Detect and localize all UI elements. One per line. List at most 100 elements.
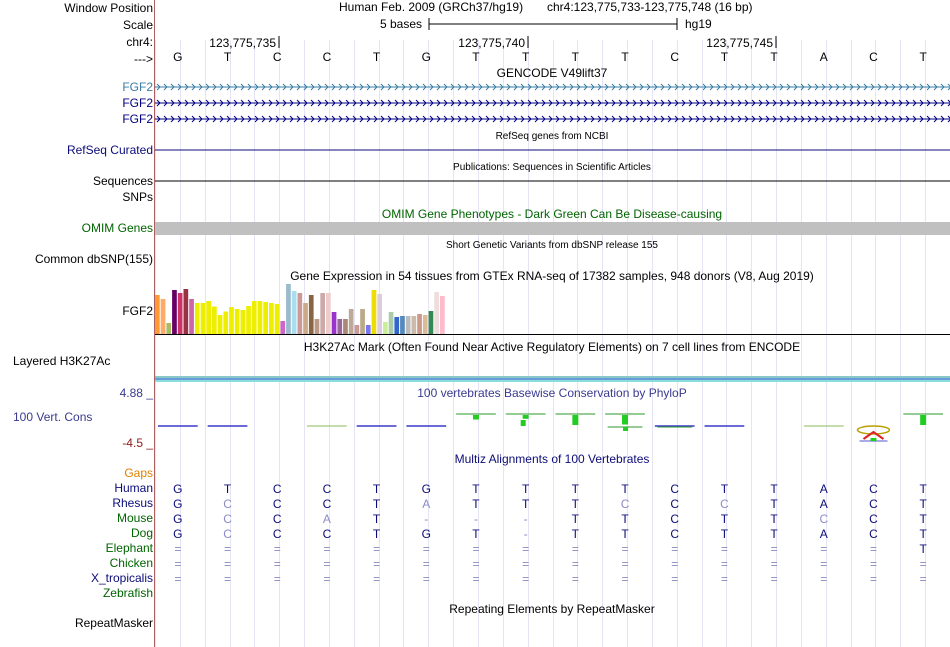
gencode-chevron xyxy=(646,99,651,107)
gencode-chevron xyxy=(436,99,441,107)
refseq-label[interactable]: RefSeq Curated xyxy=(66,143,153,157)
pubs-snps-label[interactable]: SNPs xyxy=(122,190,153,204)
gtex-tissue-bar xyxy=(212,306,217,334)
scale-bar xyxy=(428,18,678,30)
phylop-plot[interactable] xyxy=(157,413,944,442)
alignment-base: = xyxy=(274,572,281,586)
gencode-chevron xyxy=(730,99,735,107)
alignment-base: T xyxy=(522,497,530,511)
alignment-base: C xyxy=(273,512,282,526)
alignment-base: G xyxy=(173,527,182,541)
tracks-canvas[interactable]: Human Feb. 2009 (GRCh37/hg19) chr4:123,7… xyxy=(155,0,950,647)
gencode-chevron xyxy=(905,99,910,107)
alignment-base: T xyxy=(472,482,480,496)
ruler-ticks: 123,775,735 123,775,740 123,775,745 xyxy=(209,36,777,50)
gencode-label-3[interactable]: FGF2 xyxy=(122,112,153,126)
gencode-chevron xyxy=(275,99,280,107)
gencode-chevron xyxy=(394,99,399,107)
gencode-label-2[interactable]: FGF2 xyxy=(122,96,153,110)
gencode-chevron xyxy=(513,83,518,91)
pubs-sequences-label[interactable]: Sequences xyxy=(92,174,153,188)
gtex-tissue-bar xyxy=(337,319,343,334)
alignment-base: T xyxy=(621,527,629,541)
species-label-dog[interactable]: Dog xyxy=(130,526,153,540)
species-label-zebrafish[interactable]: Zebrafish xyxy=(102,586,153,600)
dbsnp-label[interactable]: Common dbSNP(155) xyxy=(34,252,153,266)
gtex-tissue-bar xyxy=(348,309,354,334)
species-label-chicken[interactable]: Chicken xyxy=(109,556,153,570)
gencode-chevron xyxy=(625,115,630,123)
gencode-chevron xyxy=(233,83,238,91)
gencode-chevron xyxy=(254,83,259,91)
species-label-human[interactable]: Human xyxy=(114,481,153,495)
gencode-chevron xyxy=(660,83,665,91)
gtex-bar-chart[interactable] xyxy=(155,284,445,334)
gencode-chevron xyxy=(233,99,238,107)
gencode-chevron xyxy=(191,99,196,107)
gencode-chevron xyxy=(317,99,322,107)
alignment-base: C xyxy=(323,497,332,511)
alignment-base: = xyxy=(472,557,479,571)
gencode-chevron xyxy=(604,115,609,123)
species-label-elephant[interactable]: Elephant xyxy=(105,541,153,555)
gtex-tissue-bar xyxy=(206,301,211,334)
ruler-tick-label: 123,775,745 xyxy=(706,36,773,50)
phylop-label[interactable]: 100 Vert. Cons xyxy=(13,410,93,424)
gencode-chevron xyxy=(184,83,189,91)
gencode-chevron xyxy=(191,115,196,123)
gencode-chevron xyxy=(408,83,413,91)
tracks-panel[interactable]: Human Feb. 2009 (GRCh37/hg19) chr4:123,7… xyxy=(155,0,950,647)
alignment-base: C xyxy=(323,482,332,496)
gtex-title: Gene Expression in 54 tissues from GTEx … xyxy=(290,269,814,283)
alignment-base: = xyxy=(622,572,629,586)
gencode-chevron xyxy=(548,115,553,123)
rmsk-label[interactable]: RepeatMasker xyxy=(74,616,153,630)
gencode-chevron xyxy=(317,83,322,91)
h3k27ac-label[interactable]: Layered H3K27Ac xyxy=(13,354,111,368)
gencode-chevron xyxy=(303,83,308,91)
rmsk-title: Repeating Elements by RepeatMasker xyxy=(449,602,654,616)
alignment-base: = xyxy=(174,557,181,571)
gencode-label-1[interactable]: FGF2 xyxy=(122,80,153,94)
gencode-chevron xyxy=(856,115,861,123)
h3k27ac-signal[interactable] xyxy=(155,376,950,382)
gencode-chevron xyxy=(422,99,427,107)
gencode-chevron xyxy=(359,115,364,123)
alignment-base: T xyxy=(919,482,927,496)
species-label-xtropicalis[interactable]: X_tropicalis xyxy=(90,571,153,585)
gencode-chevron xyxy=(443,83,448,91)
alignment-base: T xyxy=(721,527,729,541)
gencode-chevron xyxy=(912,99,917,107)
alignment-base: = xyxy=(721,557,728,571)
gencode-chevron xyxy=(499,83,504,91)
gencode-chevron xyxy=(191,83,196,91)
gtex-label[interactable]: FGF2 xyxy=(122,304,153,318)
gencode-chevron xyxy=(590,83,595,91)
gencode-chevron xyxy=(940,99,945,107)
gencode-chevron xyxy=(695,83,700,91)
alignment-base: = xyxy=(224,542,231,556)
gencode-chevron xyxy=(352,115,357,123)
omim-label[interactable]: OMIM Genes xyxy=(81,221,153,235)
gencode-chevron xyxy=(709,115,714,123)
gencode-chevron xyxy=(562,83,567,91)
gencode-chevron xyxy=(436,115,441,123)
alignment-base: T xyxy=(919,497,927,511)
alignment-base: C xyxy=(869,527,878,541)
multiz-alignment[interactable]: G T C C T G T T T T C T T A C TG C C C T A T T T C C C T A C TG C C A T - - -… xyxy=(173,482,927,586)
gencode-chevron xyxy=(219,99,224,107)
gencode-chevron xyxy=(751,115,756,123)
gencode-chevron xyxy=(268,99,273,107)
gencode-chevron xyxy=(408,115,413,123)
omim-feature[interactable] xyxy=(155,222,950,235)
species-label-mouse[interactable]: Mouse xyxy=(116,511,153,525)
gencode-chevron xyxy=(471,83,476,91)
alignment-base: = xyxy=(820,572,827,586)
gencode-chevron xyxy=(387,99,392,107)
track-labels-panel: Window Position Scale chr4: ---> FGF2 FG… xyxy=(0,0,155,647)
gencode-transcripts[interactable] xyxy=(155,83,950,123)
species-label-rhesus[interactable]: Rhesus xyxy=(112,496,153,510)
gencode-chevron xyxy=(338,99,343,107)
gtex-tissue-bar xyxy=(274,304,280,334)
